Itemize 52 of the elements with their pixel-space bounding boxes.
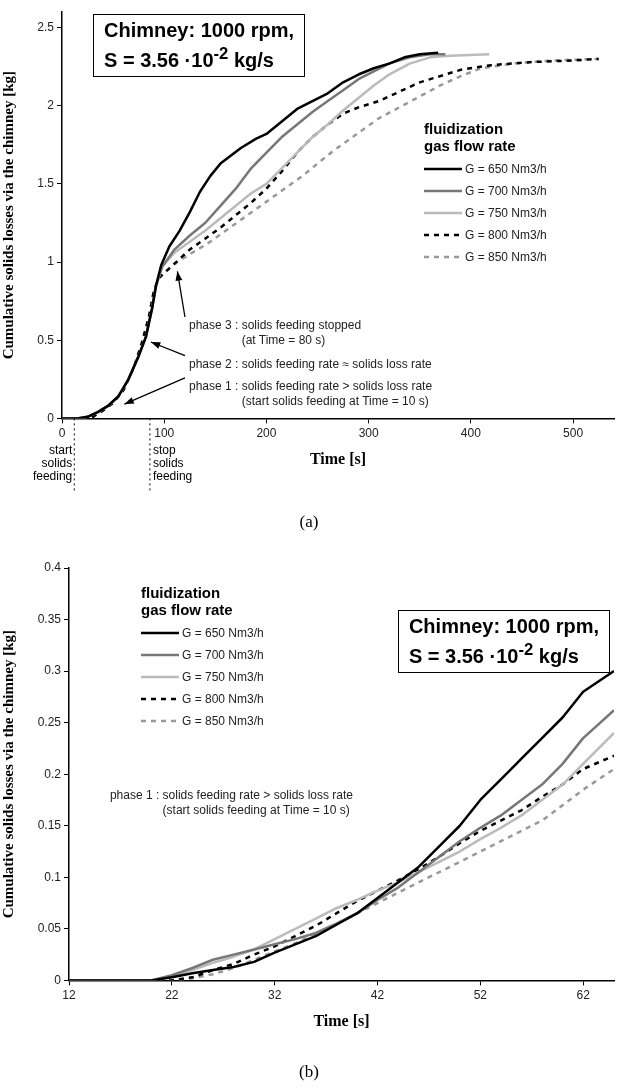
legend-title: fluidization gas flow rate xyxy=(424,119,516,154)
x-tick-label: 22 xyxy=(165,987,179,1002)
legend-label: G = 850 Nm3/h xyxy=(182,714,264,728)
annotation: phase 3 : solids feeding stopped (at Time = 80 s) xyxy=(188,317,362,347)
x-tick-label: 62 xyxy=(576,987,591,1002)
x-tick-label: 400 xyxy=(460,425,482,440)
y-tick-label: 0.2 xyxy=(44,766,62,781)
legend-label: G = 750 Nm3/h xyxy=(465,205,547,220)
x-tick-label: 12 xyxy=(62,987,76,1002)
x-axis-title: Time [s] xyxy=(309,449,367,467)
annotation: phase 1 : solids feeding rate > solids loss rate (start solids feeding at Time = 10 s) xyxy=(109,787,354,817)
legend-label: G = 650 Nm3/h xyxy=(465,161,547,176)
y-tick-label: 0.05 xyxy=(37,921,62,936)
ref-line-label: start solids feeding xyxy=(32,443,73,484)
text: (a) xyxy=(299,512,319,531)
y-tick-label: 0.25 xyxy=(37,714,62,729)
legend-label: G = 800 Nm3/h xyxy=(465,227,547,242)
legend-label: G = 850 Nm3/h xyxy=(465,249,547,264)
legend-label: G = 700 Nm3/h xyxy=(465,183,547,198)
x-tick-label: 300 xyxy=(358,425,379,440)
annotation: phase 2 : solids feeding rate ≈ solids loss rate xyxy=(188,356,432,371)
y-tick-label: 0.5 xyxy=(37,332,55,347)
y-tick-label: 0 xyxy=(54,972,62,987)
y-axis-title: Cumulative solids losses via the chimney [kg] xyxy=(0,71,16,360)
y-tick-label: 0.1 xyxy=(44,869,62,884)
ref-line-label: stop solids feeding xyxy=(152,443,193,484)
text: (b) xyxy=(299,1062,319,1081)
y-tick-label: 0.35 xyxy=(37,611,62,626)
y-tick-label: 0.4 xyxy=(44,560,62,575)
x-tick-label: 500 xyxy=(563,425,584,440)
x-tick-label: 52 xyxy=(473,987,488,1002)
x-axis-title: Time [s] xyxy=(313,1011,370,1029)
y-tick-label: 1 xyxy=(47,254,55,269)
legend-title: fluidization gas flow rate xyxy=(141,584,233,618)
text: Chimney: 1000 rpm, S = 3.56 ·10$^{-2}$ kg/s xyxy=(397,610,610,673)
x-tick-label: 200 xyxy=(256,425,277,440)
y-tick-label: 0.15 xyxy=(37,818,62,833)
legend-label: G = 650 Nm3/h xyxy=(182,626,264,640)
y-tick-label: 0.3 xyxy=(44,663,62,678)
y-tick-label: 1.5 xyxy=(37,176,55,191)
text: Chimney: 1000 rpm, S = 3.56 ·10$^{-2}$ kg/s xyxy=(93,14,306,77)
legend-label: G = 700 Nm3/h xyxy=(182,648,264,662)
y-tick-label: 2.5 xyxy=(37,19,55,34)
legend-label: G = 750 Nm3/h xyxy=(182,670,264,684)
x-tick-label: 32 xyxy=(267,987,282,1002)
y-axis-title: Cumulative solids losses via the chimney [kg] xyxy=(0,630,16,919)
y-tick-label: 2 xyxy=(47,98,55,113)
annotation: phase 1 : solids feeding rate > solids loss rate (start solids feeding at Time = 10 s) xyxy=(188,378,433,408)
legend-label: G = 800 Nm3/h xyxy=(182,692,264,706)
y-tick-label: 0 xyxy=(47,410,55,425)
x-tick-label: 100 xyxy=(154,425,175,440)
x-tick-label: 42 xyxy=(370,987,385,1002)
